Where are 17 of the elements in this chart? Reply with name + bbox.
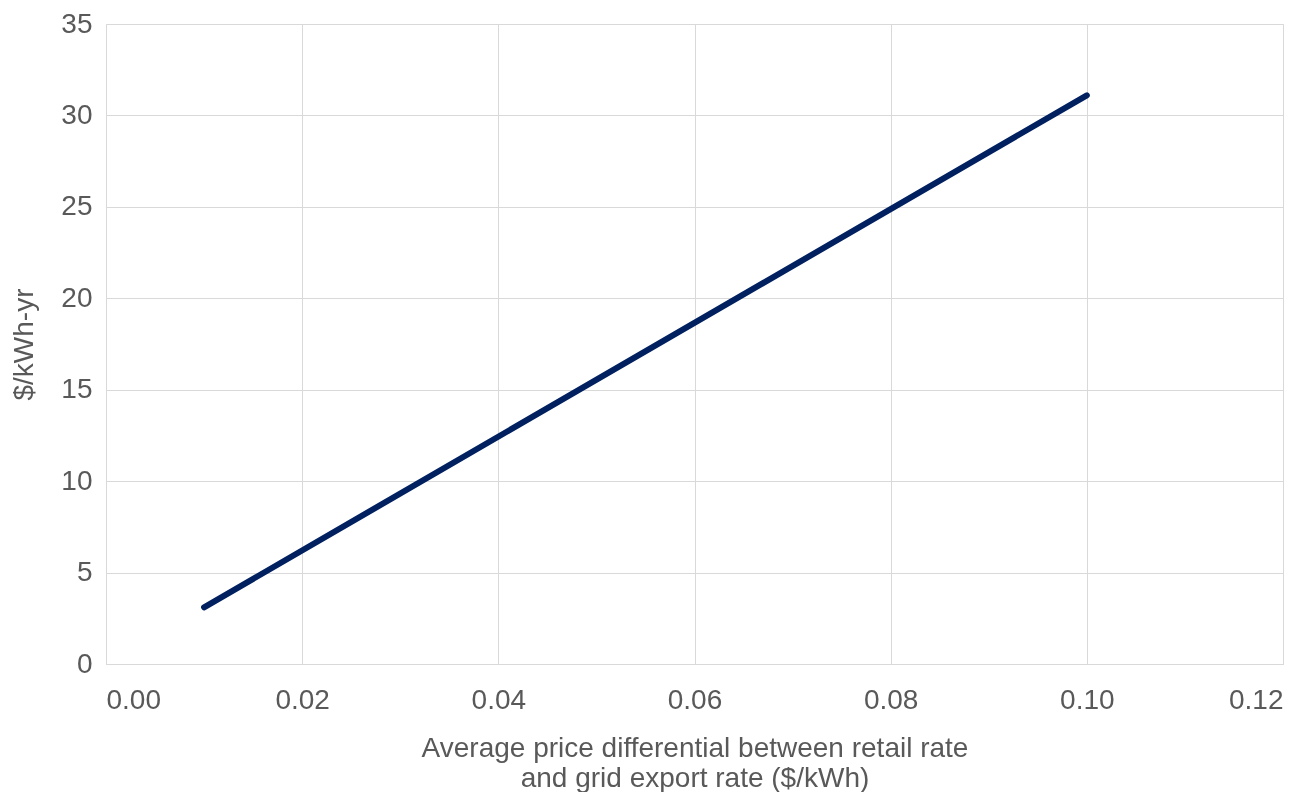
x-tick-label: 0.10: [1060, 683, 1115, 715]
x-tick-label: 0.06: [667, 683, 723, 715]
x-tick-label: 0.08: [863, 683, 919, 715]
y-axis-title: $/kWh-yr: [8, 288, 40, 401]
x-tick-label: 0.02: [275, 683, 330, 715]
y-tick-label: 25: [61, 190, 93, 222]
y-tick-label: 5: [76, 556, 93, 588]
x-tick-label: 0.00: [106, 683, 161, 715]
y-tick-label: 10: [61, 464, 93, 496]
y-tick-label: 35: [61, 7, 93, 39]
y-tick-label: 15: [61, 373, 93, 405]
x-tick-label: 0.04: [471, 683, 527, 715]
y-tick-label: 30: [61, 98, 93, 130]
y-tick-label: 0: [76, 647, 93, 679]
x-axis-title: Average price differential between retail rate and grid export rate ($/kWh): [421, 731, 969, 793]
y-tick-label: 20: [61, 281, 93, 313]
x-tick-label: 0.12: [1229, 683, 1284, 715]
